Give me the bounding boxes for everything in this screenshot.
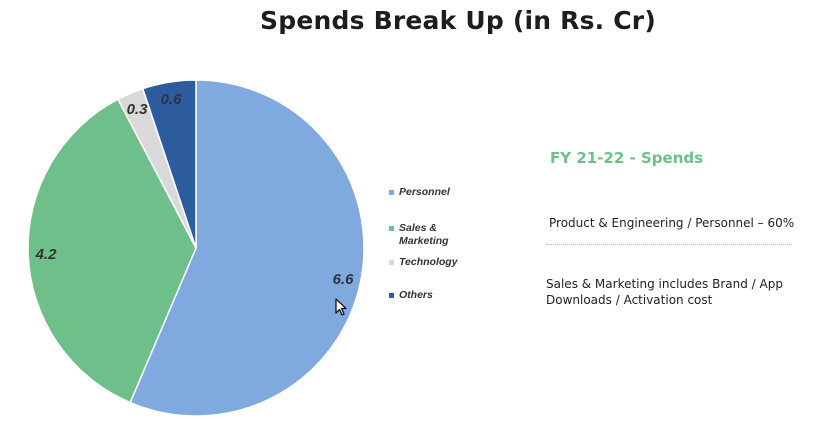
legend-swatch-sales-marketing [389, 226, 394, 231]
legend-item-technology: Technology [389, 256, 469, 269]
legend-swatch-personnel [389, 190, 394, 195]
legend-label: Personnel [399, 186, 450, 198]
data-label-sales-marketing: 4.2 [35, 246, 58, 263]
data-label-personnel: 6.6 [333, 271, 355, 288]
pie-slice-others [141, 79, 197, 249]
legend-swatch-others [389, 293, 394, 298]
legend-item-others: Others [389, 289, 469, 302]
data-label-others: 0.6 [161, 91, 183, 108]
personnel-note: Product & Engineering / Personnel – 60% [549, 216, 795, 230]
legend-item-sales-marketing: Sales & Marketing [389, 222, 451, 248]
legend-label: Others [399, 289, 433, 301]
legend-swatch-technology [389, 260, 394, 265]
legend-label: Technology [399, 256, 458, 268]
data-label-technology: 0.3 [127, 101, 149, 118]
pie-slice-personnel [129, 79, 365, 417]
spends-heading: FY 21-22 - Spends [550, 149, 704, 167]
sales-marketing-note: Sales & Marketing includes Brand / App D… [546, 277, 783, 307]
chart-title: Spends Break Up (in Rs. Cr) [260, 6, 656, 35]
legend-item-personnel: Personnel [389, 186, 469, 199]
mouse-pointer-icon [335, 298, 347, 316]
divider [546, 244, 792, 245]
pie-slice-sales-marketing [27, 98, 197, 404]
legend-label: Sales & Marketing [399, 222, 449, 247]
